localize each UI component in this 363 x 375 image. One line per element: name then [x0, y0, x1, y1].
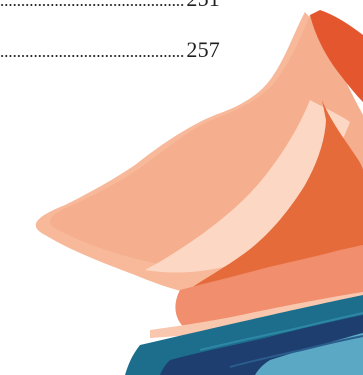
dot-leader — [0, 55, 186, 57]
dot-leader — [0, 4, 186, 6]
pale-band — [150, 292, 363, 338]
pale-ridge — [145, 100, 350, 273]
toc-entry-partial: 251 — [0, 0, 220, 10]
orange-ridge — [188, 100, 363, 300]
water-highlight — [199, 312, 363, 351]
peak-cap — [310, 10, 363, 102]
toc-page-number: 251 — [185, 0, 220, 10]
toc-page-number: 257 — [186, 37, 220, 62]
light-teal-wave — [255, 333, 363, 375]
toc-entry: 257 — [0, 37, 220, 61]
water-highlight — [229, 335, 363, 368]
